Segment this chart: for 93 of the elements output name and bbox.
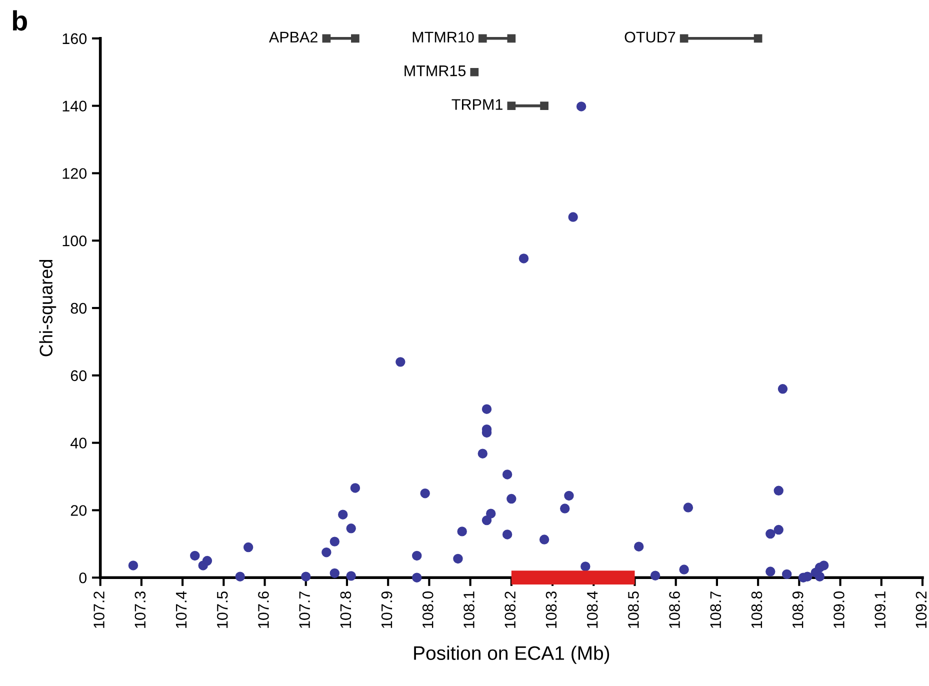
point xyxy=(478,34,487,43)
point xyxy=(243,542,254,552)
series-label: TRPM1 xyxy=(452,99,502,110)
point xyxy=(766,566,776,576)
point xyxy=(576,102,586,112)
x-tick-label: 107.3 xyxy=(134,591,146,628)
point xyxy=(420,488,430,498)
point xyxy=(412,572,422,582)
x-tick-label: 107.5 xyxy=(216,591,228,628)
point xyxy=(502,470,512,480)
point xyxy=(683,502,694,512)
point xyxy=(350,483,360,493)
point xyxy=(774,486,784,496)
x-tick-label: 108.6 xyxy=(669,591,680,628)
point xyxy=(634,542,644,552)
y-tick-label: 0 xyxy=(79,572,87,584)
point xyxy=(457,526,467,536)
point xyxy=(782,569,792,580)
y-tick-label: 140 xyxy=(62,100,87,112)
y-tick-label: 60 xyxy=(70,370,87,382)
point xyxy=(814,572,825,582)
point xyxy=(322,547,332,558)
x-tick-label: 108.5 xyxy=(628,591,639,628)
x-tick-label: 108.4 xyxy=(586,591,598,628)
point xyxy=(330,536,340,546)
point xyxy=(351,34,360,43)
point xyxy=(507,102,516,110)
y-tick-label: 80 xyxy=(70,302,87,314)
point xyxy=(482,515,492,526)
point xyxy=(502,530,512,540)
point xyxy=(506,494,516,504)
y-tick-label: 100 xyxy=(62,235,87,246)
point xyxy=(346,571,356,581)
point xyxy=(330,568,340,578)
point xyxy=(650,570,660,580)
point xyxy=(202,556,212,566)
point xyxy=(412,550,422,561)
point xyxy=(453,554,463,564)
x-axis-title: Position on ECA1 (Mb) xyxy=(414,646,610,664)
x-tick-label: 108.8 xyxy=(751,591,762,628)
point xyxy=(540,102,548,110)
x-tick-label: 107.8 xyxy=(340,591,352,628)
point xyxy=(778,384,788,394)
series-label: APBA2 xyxy=(268,32,318,42)
point xyxy=(518,254,529,264)
point xyxy=(580,562,590,572)
point xyxy=(346,524,356,534)
y-tick-label: 20 xyxy=(70,505,87,516)
series-label: MTMR15 xyxy=(404,66,466,76)
x-tick-label: 107.7 xyxy=(299,592,310,628)
x-tick-label: 107.9 xyxy=(381,592,392,628)
x-tick-label: 108.3 xyxy=(546,591,557,628)
point xyxy=(818,560,829,570)
point xyxy=(564,490,574,501)
x-tick-label: 108.1 xyxy=(464,592,474,628)
x-tick-label: 109.1 xyxy=(874,592,886,628)
point xyxy=(539,534,550,544)
x-tick-label: 108.9 xyxy=(792,592,804,628)
point xyxy=(507,34,516,43)
y-axis-title: Chi-squared xyxy=(39,260,56,356)
point xyxy=(774,524,784,535)
point xyxy=(802,572,812,582)
point xyxy=(754,34,762,43)
x-tick-label: 108.7 xyxy=(710,592,722,628)
point xyxy=(560,504,570,514)
point xyxy=(396,357,406,367)
point xyxy=(680,34,688,43)
point xyxy=(128,560,138,570)
x-tick-label: 108.2 xyxy=(504,592,516,628)
y-tick-label: 120 xyxy=(62,168,87,179)
point xyxy=(301,572,311,582)
point xyxy=(190,550,200,561)
y-tick-label: 40 xyxy=(70,438,87,448)
text: b xyxy=(12,10,27,31)
series-label: MTMR10 xyxy=(412,32,474,43)
point xyxy=(679,564,689,574)
point xyxy=(338,510,348,520)
x-tick-label: 107.2 xyxy=(94,592,104,628)
x-tick-label: 109.0 xyxy=(834,591,844,628)
x-tick-label: 108.0 xyxy=(422,591,434,628)
point xyxy=(478,448,488,458)
point xyxy=(482,404,492,414)
point xyxy=(486,508,496,518)
point xyxy=(766,528,776,539)
x-tick-label: 107.6 xyxy=(258,591,269,628)
point xyxy=(235,572,245,582)
point xyxy=(568,212,578,222)
x-tick-label: 109.2 xyxy=(916,592,927,628)
point xyxy=(322,34,331,43)
y-tick-label: 160 xyxy=(62,33,87,44)
x-tick-label: 107.4 xyxy=(176,591,187,628)
point xyxy=(470,68,479,76)
series-label: OTUD7 xyxy=(624,32,676,43)
